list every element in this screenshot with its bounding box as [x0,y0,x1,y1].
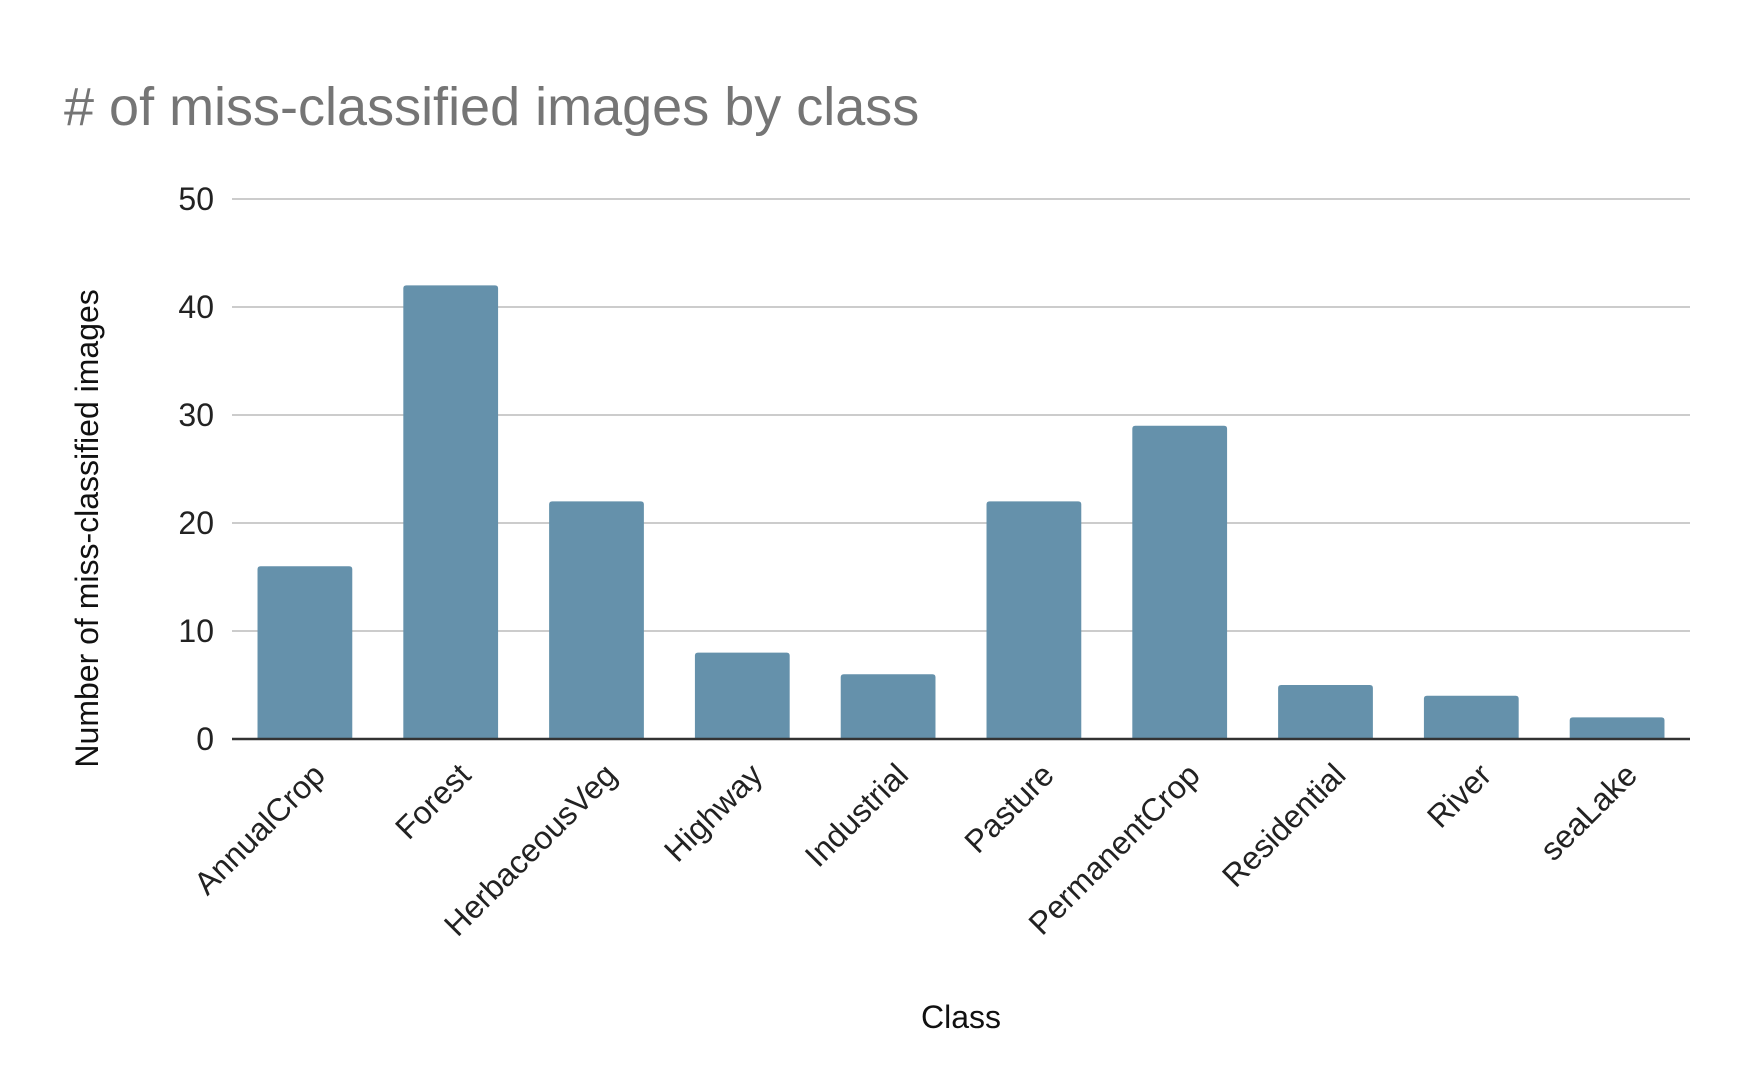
y-tick-label: 40 [178,289,214,325]
y-tick-label: 10 [178,613,214,649]
bar-forest [403,285,499,739]
bars [257,285,1665,739]
y-tick-label: 50 [178,181,214,217]
x-tick-label: Highway [657,756,769,868]
x-tick-label: seaLake [1533,756,1644,867]
chart-title: # of miss-classified images by class [64,77,920,137]
bar-permanentcrop [1132,425,1228,739]
y-tick-label: 0 [196,721,214,757]
bar-highway [694,652,790,739]
x-tick-label: Residential [1215,756,1352,893]
x-axis-title: Class [921,999,1001,1035]
x-tick-label: Industrial [798,756,915,873]
x-tick-label: Forest [388,756,478,846]
y-tick-label: 20 [178,505,214,541]
y-tick-label: 30 [178,397,214,433]
bar-residential [1278,685,1373,739]
bar-river [1423,695,1519,739]
bar-annualcrop [257,566,353,739]
x-tick-label: Pasture [957,756,1060,859]
y-axis-title: Number of miss-classified images [69,289,105,767]
bar-industrial [840,674,936,739]
bar-pasture [986,501,1082,739]
y-tick-labels: 0 10 20 30 40 50 [178,181,214,757]
bar-herbaceousveg [549,501,644,739]
x-tick-label: River [1420,756,1499,834]
x-tick-label: AnnualCrop [187,756,332,901]
bar-sealake [1569,717,1665,739]
